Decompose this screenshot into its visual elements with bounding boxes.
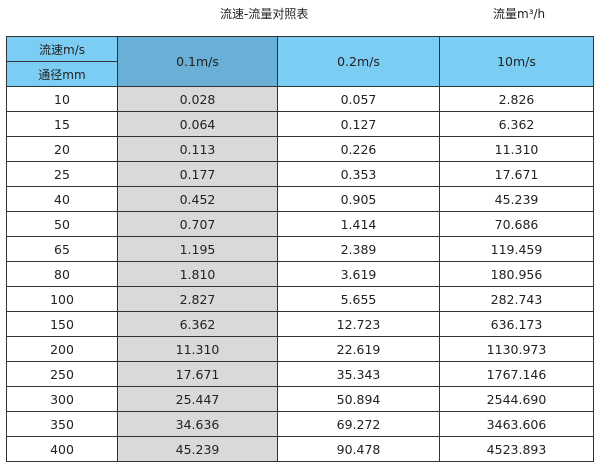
flow-cell: 11.310 [117,336,278,362]
diameter-cell: 300 [6,386,118,412]
flow-cell: 1.810 [117,261,278,287]
table-row: 100 2.827 5.655 282.743 [6,286,594,312]
flow-cell: 0.452 [117,186,278,212]
flow-table: 流速m/s 0.1m/s 0.2m/s 10m/s 通径mm 10 0.028 0.… [6,36,594,462]
diameter-cell: 40 [6,186,118,212]
unit-label: 流量m³/h [493,7,546,21]
table-row: 20 0.113 0.226 11.310 [6,136,594,162]
flow-cell: 69.272 [277,411,440,437]
table-row: 40 0.452 0.905 45.239 [6,186,594,212]
flow-cell: 0.226 [277,136,440,162]
column-header-10[interactable]: 10m/s [439,36,594,87]
flow-cell: 4523.893 [439,436,594,462]
flow-cell: 11.310 [439,136,594,162]
table-row: 400 45.239 90.478 4523.893 [6,436,594,462]
diameter-cell: 50 [6,211,118,237]
table-row: 10 0.028 0.057 2.826 [6,86,594,112]
diameter-cell: 80 [6,261,118,287]
flow-cell: 0.353 [277,161,440,187]
flow-cell: 45.239 [117,436,278,462]
diameter-cell: 400 [6,436,118,462]
table-row: 80 1.810 3.619 180.956 [6,261,594,287]
table-row: 50 0.707 1.414 70.686 [6,211,594,237]
flow-cell: 2.826 [439,86,594,112]
diameter-cell: 65 [6,236,118,262]
table-row: 300 25.447 50.894 2544.690 [6,386,594,412]
flow-cell: 45.239 [439,186,594,212]
table-row: 25 0.177 0.353 17.671 [6,161,594,187]
speed-header: 流速m/s [6,36,118,62]
flow-cell: 3463.606 [439,411,594,437]
flow-cell: 2.389 [277,236,440,262]
diameter-cell: 10 [6,86,118,112]
flow-cell: 2.827 [117,286,278,312]
flow-cell: 0.177 [117,161,278,187]
flow-cell: 1.195 [117,236,278,262]
table-row: 200 11.310 22.619 1130.973 [6,336,594,362]
flow-cell: 6.362 [439,111,594,137]
flow-cell: 22.619 [277,336,440,362]
table-row: 250 17.671 35.343 1767.146 [6,361,594,387]
flow-cell: 34.636 [117,411,278,437]
table-row: 150 6.362 12.723 636.173 [6,311,594,337]
diameter-cell: 250 [6,361,118,387]
table-title: 流速-流量对照表 [220,7,309,21]
flow-cell: 0.057 [277,86,440,112]
flow-cell: 119.459 [439,236,594,262]
flow-cell: 90.478 [277,436,440,462]
flow-cell: 0.707 [117,211,278,237]
flow-cell: 6.362 [117,311,278,337]
diameter-cell: 150 [6,311,118,337]
flow-cell: 1.414 [277,211,440,237]
flow-cell: 0.064 [117,111,278,137]
diameter-cell: 15 [6,111,118,137]
column-header-0.2[interactable]: 0.2m/s [277,36,440,87]
diameter-cell: 200 [6,336,118,362]
flow-cell: 50.894 [277,386,440,412]
diameter-cell: 20 [6,136,118,162]
flow-cell: 1767.146 [439,361,594,387]
flow-cell: 12.723 [277,311,440,337]
table-row: 15 0.064 0.127 6.362 [6,111,594,137]
flow-cell: 282.743 [439,286,594,312]
flow-cell: 0.028 [117,86,278,112]
flow-cell: 180.956 [439,261,594,287]
flow-cell: 5.655 [277,286,440,312]
diameter-cell: 100 [6,286,118,312]
diameter-cell: 25 [6,161,118,187]
flow-cell: 17.671 [439,161,594,187]
flow-cell: 0.127 [277,111,440,137]
flow-cell: 1130.973 [439,336,594,362]
diameter-header: 通径mm [6,61,118,87]
flow-cell: 70.686 [439,211,594,237]
column-header-0.1[interactable]: 0.1m/s [117,36,278,87]
flow-cell: 636.173 [439,311,594,337]
flow-cell: 3.619 [277,261,440,287]
flow-cell: 17.671 [117,361,278,387]
table-row: 350 34.636 69.272 3463.606 [6,411,594,437]
diameter-cell: 350 [6,411,118,437]
flow-cell: 0.113 [117,136,278,162]
flow-cell: 0.905 [277,186,440,212]
flow-cell: 25.447 [117,386,278,412]
flow-cell: 2544.690 [439,386,594,412]
flow-cell: 35.343 [277,361,440,387]
table-row: 65 1.195 2.389 119.459 [6,236,594,262]
